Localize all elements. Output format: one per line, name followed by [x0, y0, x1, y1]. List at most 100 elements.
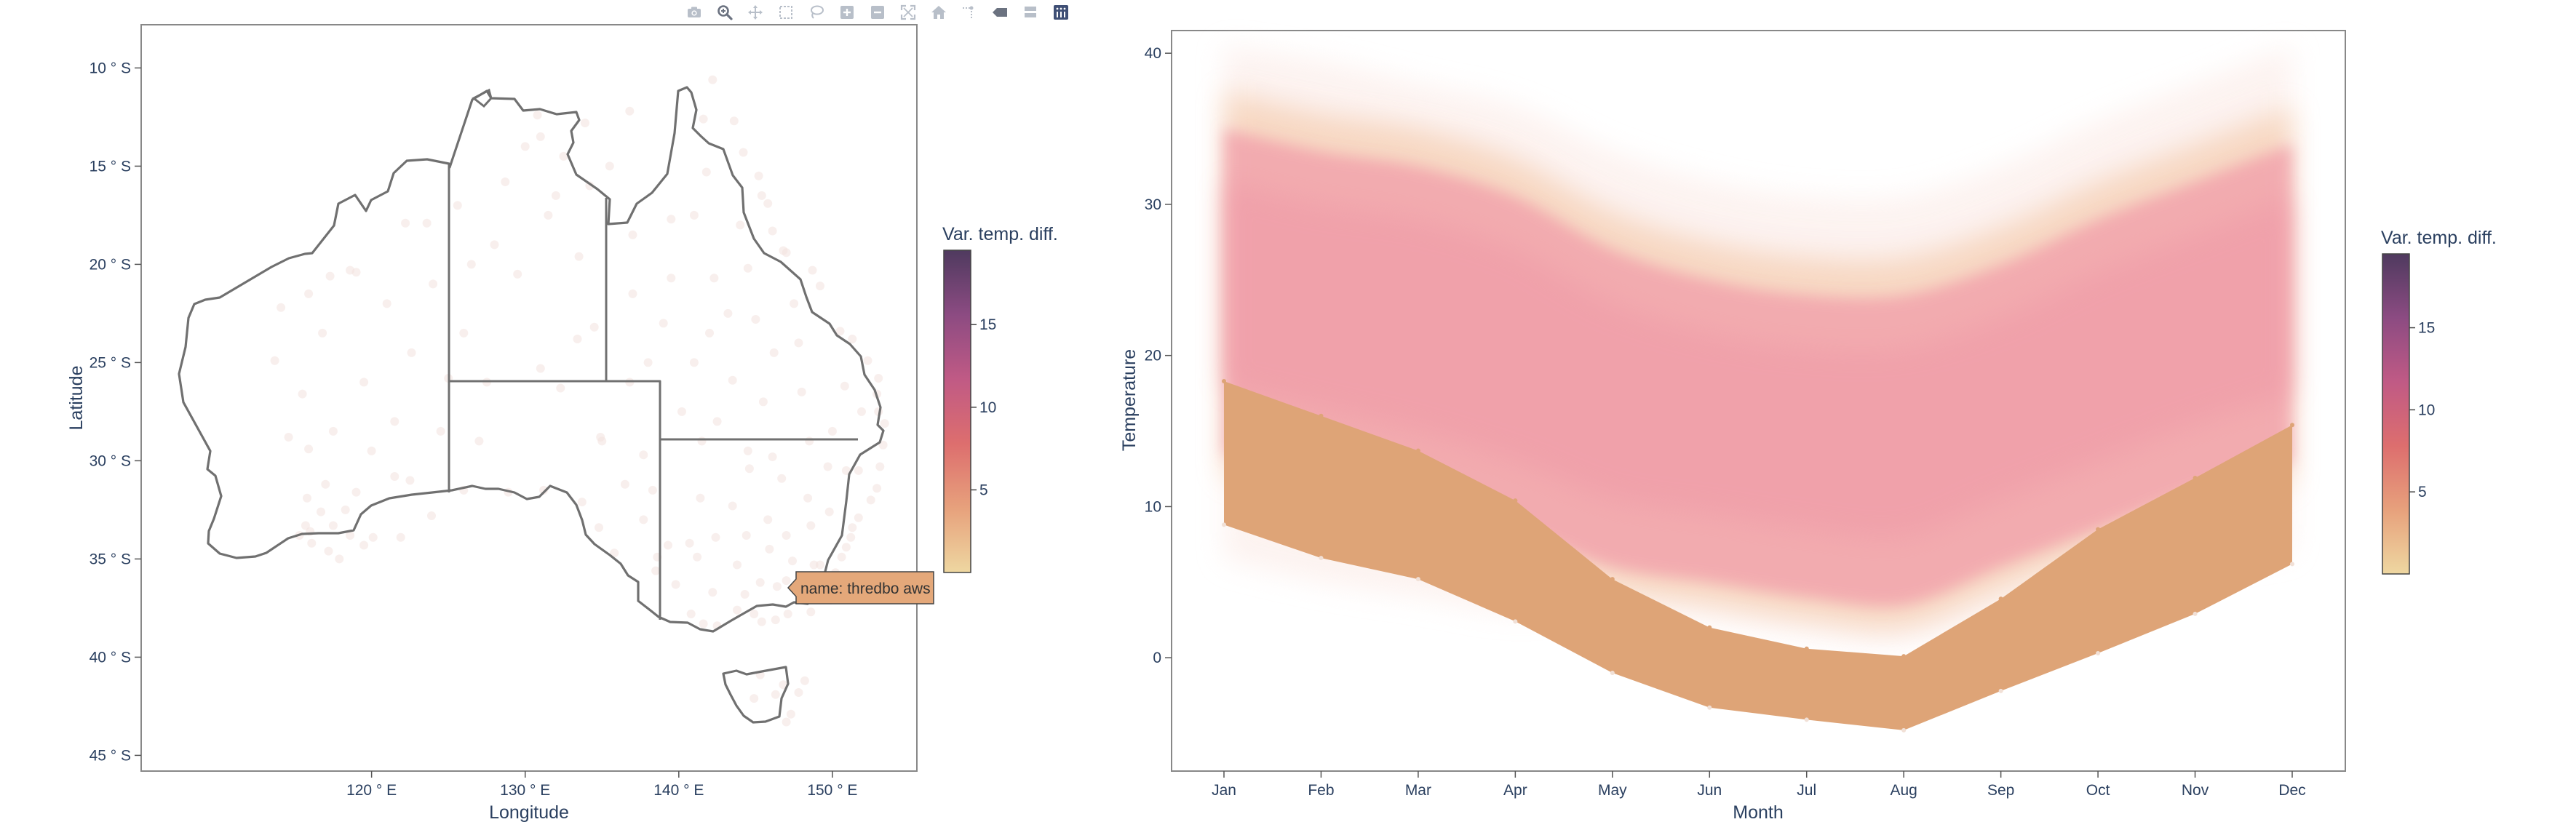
band-lower-point[interactable] [1998, 688, 2003, 693]
station-point[interactable] [840, 381, 849, 391]
station-point[interactable] [390, 472, 399, 481]
station-point[interactable] [539, 485, 549, 495]
band-upper-point[interactable] [1415, 448, 1420, 453]
station-point[interactable] [303, 493, 311, 503]
station-point[interactable] [685, 538, 694, 548]
station-point[interactable] [744, 464, 754, 474]
band-upper-point[interactable] [2193, 475, 2198, 480]
station-point[interactable] [427, 511, 436, 520]
station-point[interactable] [536, 364, 545, 373]
station-point[interactable] [816, 282, 824, 291]
band-lower-point[interactable] [1610, 670, 1615, 675]
station-point[interactable] [763, 515, 773, 524]
station-point[interactable] [803, 493, 813, 503]
station-point[interactable] [758, 397, 768, 407]
station-point[interactable] [782, 576, 791, 586]
station-point[interactable] [709, 274, 719, 283]
station-point[interactable] [453, 201, 462, 210]
station-point[interactable] [846, 532, 856, 542]
station-point[interactable] [816, 560, 824, 570]
station-point[interactable] [551, 191, 560, 200]
band-lower-point[interactable] [1222, 522, 1226, 527]
autoscale-icon[interactable] [898, 2, 918, 23]
station-point[interactable] [574, 252, 584, 261]
station-point[interactable] [693, 552, 702, 562]
station-point[interactable] [573, 335, 582, 343]
band-upper-point[interactable] [1707, 625, 1712, 630]
band-lower-point[interactable] [2096, 650, 2101, 655]
band-lower-point[interactable] [1707, 705, 1712, 710]
zoom-out-icon[interactable] [867, 2, 888, 23]
station-point[interactable] [729, 116, 739, 126]
station-point[interactable] [697, 436, 707, 446]
station-point[interactable] [559, 151, 568, 161]
station-point[interactable] [367, 446, 376, 455]
station-point[interactable] [705, 328, 714, 338]
station-point[interactable] [782, 531, 791, 540]
station-point[interactable] [628, 289, 637, 298]
hover-closest-icon[interactable] [990, 2, 1010, 23]
station-point[interactable] [794, 688, 803, 697]
station-point[interactable] [733, 605, 742, 615]
station-point[interactable] [733, 560, 742, 570]
station-point[interactable] [754, 171, 763, 180]
station-point[interactable] [763, 199, 773, 208]
band-lower-point[interactable] [1804, 717, 1809, 722]
lasso-icon[interactable] [806, 2, 827, 23]
band-upper-point[interactable] [1610, 577, 1615, 582]
station-point[interactable] [318, 328, 327, 338]
station-point[interactable] [620, 479, 629, 489]
station-point[interactable] [809, 560, 819, 570]
band-upper-point[interactable] [1513, 498, 1518, 503]
station-point[interactable] [307, 538, 317, 548]
station-point[interactable] [596, 433, 605, 442]
station-point[interactable] [751, 315, 760, 324]
station-point[interactable] [324, 546, 333, 556]
station-point[interactable] [536, 132, 545, 141]
band-upper-point[interactable] [2096, 527, 2101, 532]
station-point[interactable] [284, 433, 293, 442]
station-point[interactable] [459, 328, 469, 338]
station-point[interactable] [610, 548, 619, 558]
band-lower-point[interactable] [1513, 619, 1518, 624]
station-point[interactable] [405, 476, 415, 485]
station-point[interactable] [786, 709, 795, 719]
station-point[interactable] [794, 338, 803, 348]
station-point[interactable] [797, 387, 806, 396]
station-point[interactable] [317, 507, 325, 516]
station-point[interactable] [436, 426, 445, 436]
band-lower-point[interactable] [1901, 727, 1907, 733]
station-point[interactable] [736, 220, 745, 230]
station-point[interactable] [837, 552, 846, 562]
station-point[interactable] [805, 436, 814, 446]
area-colorbar-scale[interactable] [2382, 253, 2410, 575]
station-point[interactable] [321, 479, 330, 489]
station-point[interactable] [769, 348, 779, 357]
band-lower-point[interactable] [2193, 611, 2198, 616]
station-point[interactable] [800, 676, 809, 685]
station-point[interactable] [401, 218, 410, 228]
band-upper-point[interactable] [1804, 646, 1809, 651]
station-point[interactable] [711, 532, 720, 542]
station-point[interactable] [824, 507, 834, 516]
home-icon[interactable] [929, 2, 949, 23]
band-lower-point[interactable] [1319, 556, 1324, 561]
station-point[interactable] [689, 210, 699, 220]
station-point[interactable] [667, 215, 676, 224]
station-point[interactable] [772, 582, 782, 591]
station-point[interactable] [757, 191, 766, 200]
station-point[interactable] [723, 308, 733, 318]
station-point[interactable] [577, 498, 587, 507]
station-point[interactable] [341, 505, 350, 514]
camera-icon[interactable] [684, 2, 704, 23]
station-point[interactable] [743, 446, 752, 455]
station-point[interactable] [651, 566, 661, 575]
zoom-in-icon[interactable] [837, 2, 857, 23]
station-point[interactable] [740, 590, 750, 599]
station-point[interactable] [863, 356, 872, 365]
map-frame[interactable] [140, 24, 918, 772]
station-point[interactable] [677, 407, 686, 416]
station-point[interactable] [595, 523, 603, 532]
hover-compare-icon[interactable] [1020, 2, 1041, 23]
station-point[interactable] [301, 521, 310, 530]
